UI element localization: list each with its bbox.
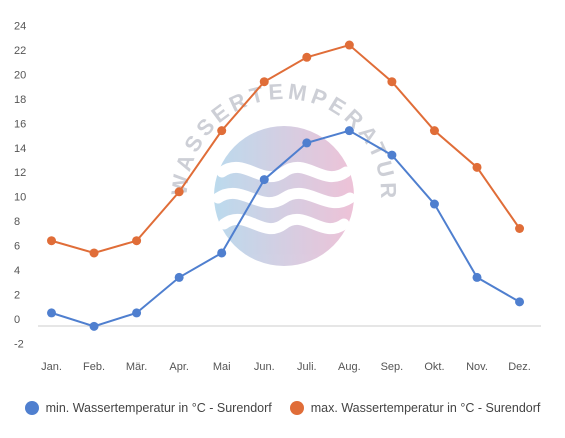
y-tick-label: 14: [14, 143, 26, 155]
data-point[interactable]: [174, 187, 184, 197]
data-point[interactable]: [89, 248, 99, 258]
x-tick-label: Dez.: [508, 361, 531, 373]
legend-item[interactable]: max. Wassertemperatur in °C - Surendorf: [289, 401, 541, 415]
data-point[interactable]: [429, 126, 439, 136]
series-layer: [47, 40, 525, 331]
data-point[interactable]: [132, 308, 142, 318]
data-point[interactable]: [89, 321, 99, 331]
x-tick-label: Nov.: [466, 361, 488, 373]
y-tick-label: 20: [14, 69, 26, 81]
legend-marker: [24, 401, 39, 415]
y-tick-label: 2: [14, 290, 20, 302]
data-point[interactable]: [387, 150, 397, 160]
x-tick-label: Mai: [213, 361, 231, 373]
data-point[interactable]: [259, 77, 269, 87]
x-tick-label: Mär.: [126, 361, 147, 373]
x-tick-label: Sep.: [381, 361, 404, 373]
y-tick-label: 4: [14, 265, 20, 277]
x-axis-ticks: Jan. Feb. Mär. Apr. Mai Jun. Juli. Aug. Sep. Okt.…: [41, 361, 531, 373]
data-point[interactable]: [259, 175, 269, 185]
data-point[interactable]: [174, 272, 184, 282]
series-line-0: [51, 129, 521, 328]
data-point[interactable]: [429, 199, 439, 209]
y-tick-label: 10: [14, 192, 26, 204]
x-tick-label: Okt.: [424, 361, 444, 373]
y-tick-label: 12: [14, 167, 26, 179]
x-tick-label: Feb.: [83, 361, 105, 373]
x-tick-label: Jun.: [254, 361, 275, 373]
data-point[interactable]: [515, 223, 525, 233]
data-point[interactable]: [344, 40, 354, 50]
legend-label: min. Wassertemperatur in °C - Surendorf: [45, 401, 272, 415]
data-point[interactable]: [302, 138, 312, 148]
data-point[interactable]: [472, 272, 482, 282]
data-point[interactable]: [47, 308, 56, 318]
data-point[interactable]: [302, 52, 312, 62]
y-tick-label: 6: [14, 241, 20, 253]
series-line-1: [51, 43, 521, 254]
data-point[interactable]: [387, 77, 397, 87]
y-tick-label: 0: [14, 314, 20, 326]
data-point[interactable]: [132, 236, 142, 246]
data-point[interactable]: [217, 126, 227, 136]
data-point[interactable]: [344, 126, 354, 136]
legend-label: max. Wassertemperatur in °C - Surendorf: [310, 401, 541, 415]
x-tick-label: Jan.: [41, 361, 62, 373]
data-point[interactable]: [47, 236, 56, 246]
data-point[interactable]: [515, 297, 525, 307]
x-tick-label: Juli.: [297, 361, 317, 373]
y-tick-label: 8: [14, 216, 20, 228]
y-tick-label: -2: [14, 338, 24, 350]
x-tick-label: Apr.: [169, 361, 189, 373]
y-tick-label: 22: [14, 45, 26, 57]
y-tick-label: 18: [14, 94, 26, 106]
legend: min. Wassertemperatur in °C - Surendorf m…: [0, 396, 565, 420]
data-point[interactable]: [472, 162, 482, 172]
legend-marker: [289, 401, 304, 415]
legend-item[interactable]: min. Wassertemperatur in °C - Surendorf: [24, 401, 272, 415]
data-point[interactable]: [217, 248, 227, 258]
line-chart: WASSERTEMPERATUR.ORG -202468101214161820…: [0, 0, 541, 373]
y-tick-label: 16: [14, 118, 26, 130]
x-tick-label: Aug.: [338, 361, 361, 373]
y-tick-label: 24: [14, 20, 26, 32]
